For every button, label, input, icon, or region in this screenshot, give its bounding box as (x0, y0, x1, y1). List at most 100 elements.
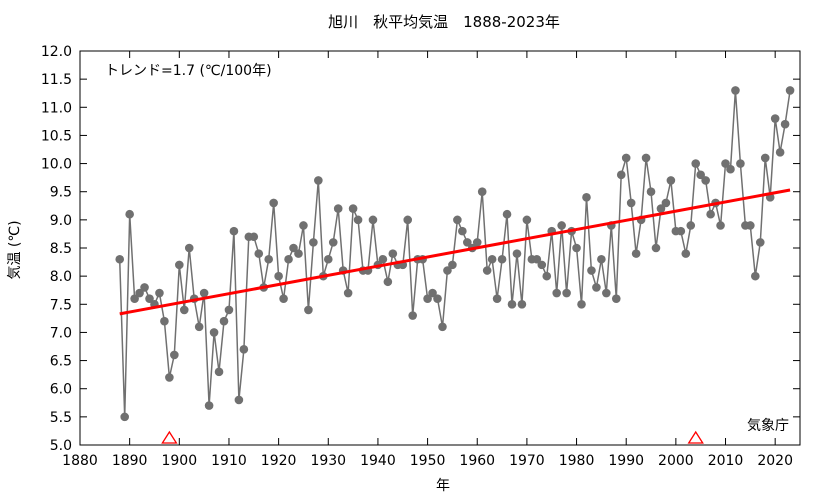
data-point (368, 215, 378, 225)
data-point (587, 266, 596, 275)
x-tick-label: 1960 (459, 453, 495, 469)
data-point (130, 294, 139, 303)
data-point (289, 243, 298, 253)
data-point (463, 238, 472, 247)
data-point (621, 153, 631, 163)
data-point (477, 187, 487, 197)
data-point (611, 294, 621, 303)
y-tick-label: 9.0 (50, 213, 72, 229)
data-point (542, 271, 552, 281)
data-point (616, 170, 626, 180)
data-point (194, 322, 204, 332)
data-point (651, 243, 661, 253)
data-point (145, 294, 154, 303)
data-point (304, 305, 313, 315)
data-point (299, 221, 308, 230)
data-point (746, 221, 755, 230)
data-point (199, 288, 209, 298)
x-tick-label: 1880 (62, 453, 98, 469)
y-tick-label: 11.0 (41, 100, 72, 116)
x-tick-label: 1930 (310, 453, 346, 469)
data-point (656, 204, 666, 213)
data-point (701, 176, 710, 185)
station-change-marker (687, 430, 704, 444)
data-point (214, 367, 224, 377)
data-point (160, 316, 169, 326)
data-point (264, 254, 273, 264)
x-tick-label: 1970 (509, 453, 545, 469)
data-point (343, 288, 353, 298)
data-point (333, 204, 343, 213)
data-point (487, 254, 497, 264)
data-point (254, 249, 264, 258)
data-point (597, 254, 606, 264)
source-label: 気象庁 (747, 418, 789, 434)
data-point (165, 373, 174, 382)
data-point (512, 249, 522, 258)
x-tick-label: 1980 (559, 453, 595, 469)
series-line (115, 86, 795, 422)
data-point (323, 254, 333, 264)
data-point (681, 249, 691, 258)
data-point (631, 249, 641, 258)
data-point (249, 232, 259, 242)
data-point (502, 209, 512, 219)
data-point (423, 294, 432, 303)
x-axis-label: 年 (436, 478, 450, 494)
data-point (170, 350, 179, 360)
data-point (507, 299, 517, 309)
y-tick-label: 6.5 (50, 354, 72, 370)
data-point (453, 215, 462, 225)
y-tick-label: 7.0 (50, 325, 72, 341)
y-axis-label: 気温 (℃) (7, 220, 23, 279)
y-tick-label: 10.0 (41, 157, 72, 173)
data-point (497, 254, 507, 264)
data-point (666, 176, 676, 185)
data-point (204, 401, 214, 410)
trend-label: トレンド=1.7 (℃/100年) (105, 63, 272, 79)
data-point (140, 283, 149, 292)
data-point (721, 159, 730, 168)
data-point (716, 221, 725, 230)
data-point (458, 226, 467, 236)
data-point (428, 288, 437, 298)
data-point (736, 159, 745, 168)
y-axis: 5.0 5.5 6.0 6.5 7.0 7.5 8.0 8.5 9.0 9.5 10.0 10.5 11… (41, 44, 800, 454)
data-point (179, 305, 189, 315)
data-point (219, 316, 229, 326)
data-point (239, 345, 249, 354)
data-point (120, 412, 129, 422)
data-point (775, 148, 785, 157)
data-point (552, 288, 561, 298)
data-point (726, 164, 735, 174)
x-tick-label: 1940 (360, 453, 396, 469)
trend-line-path (119, 188, 791, 316)
data-point (706, 209, 715, 219)
data-point (641, 153, 651, 163)
data-point (696, 170, 705, 180)
data-point (224, 305, 234, 315)
data-point (229, 226, 239, 236)
data-point (785, 86, 795, 95)
data-point (517, 299, 527, 309)
data-point (353, 215, 363, 225)
data-point (234, 395, 244, 405)
data-point (562, 288, 571, 298)
data-point (731, 86, 740, 95)
y-tick-label: 5.0 (50, 438, 72, 454)
data-point (115, 254, 125, 264)
y-tick-label: 6.0 (50, 382, 72, 398)
x-tick-label: 2010 (708, 453, 744, 469)
data-point (209, 328, 219, 337)
station-change-markers (161, 430, 704, 444)
data-point (755, 238, 765, 247)
data-point (184, 243, 194, 253)
data-point (443, 266, 452, 275)
data-point (408, 311, 417, 320)
data-point (582, 193, 591, 202)
data-point (314, 176, 323, 185)
data-point (661, 198, 671, 208)
data-point (751, 271, 760, 281)
data-point (403, 215, 413, 225)
